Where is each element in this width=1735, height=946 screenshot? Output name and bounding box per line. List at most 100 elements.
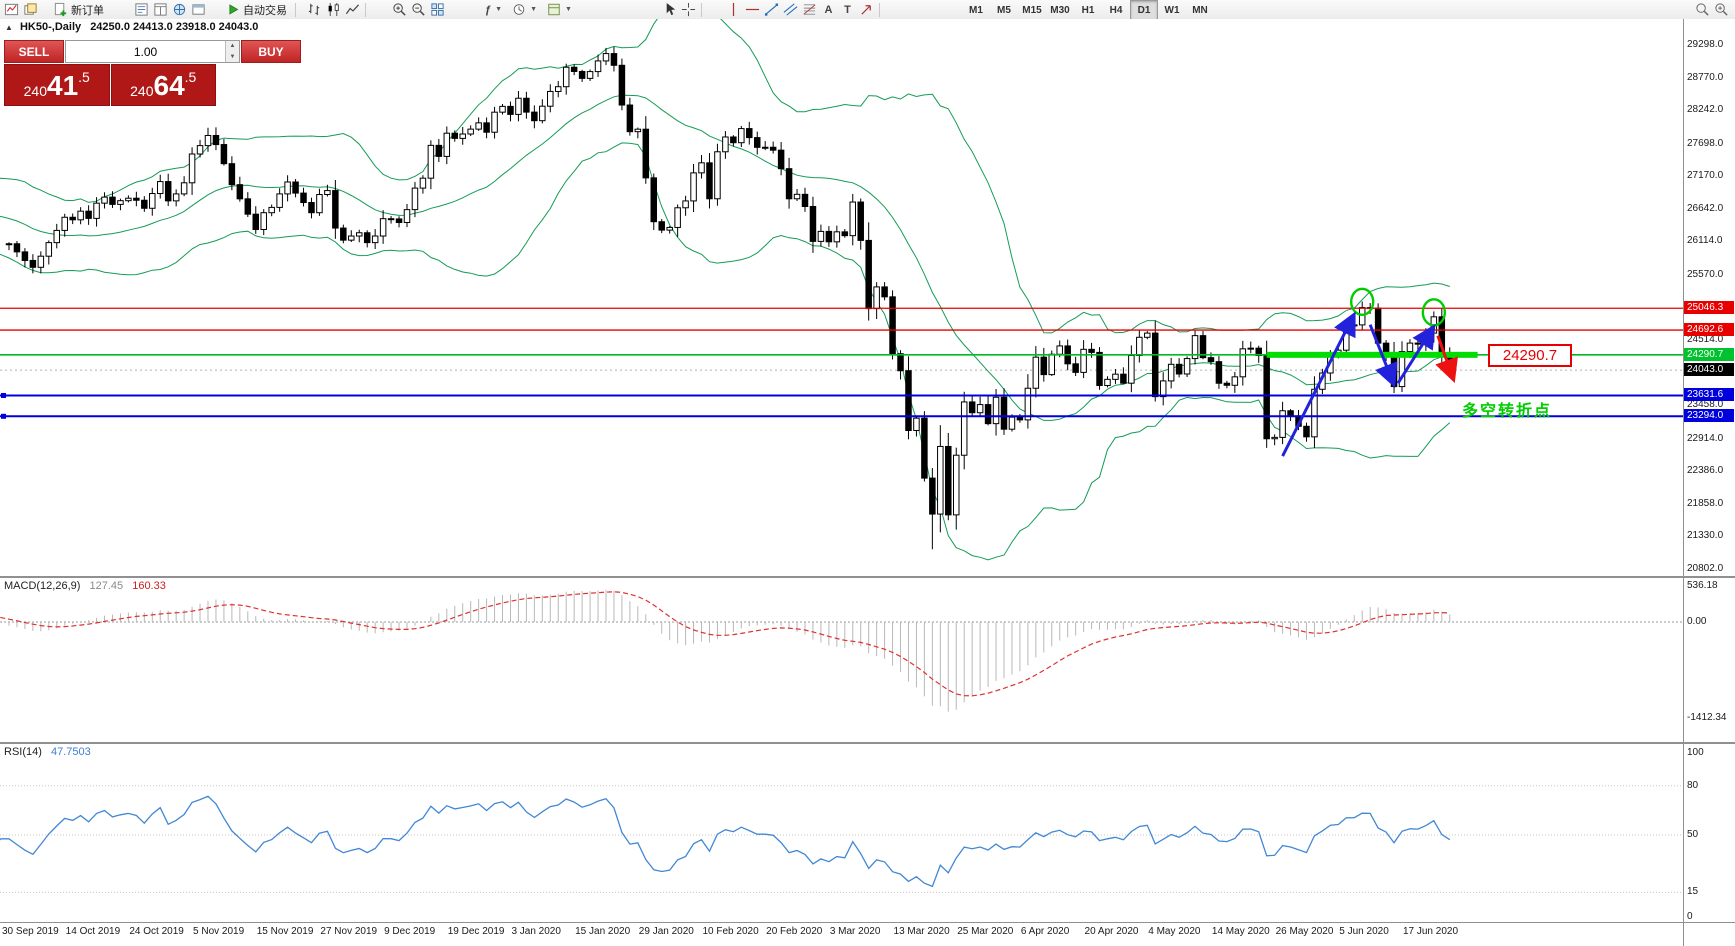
chart-canvas[interactable] xyxy=(0,19,1735,946)
bar-chart-icon[interactable] xyxy=(305,1,324,18)
sell-price-panel[interactable]: 240 41 .5 xyxy=(4,64,110,106)
candle-body xyxy=(1016,416,1024,421)
chevron-down-icon: ▼ xyxy=(495,6,503,13)
tf-button-mn[interactable]: MN xyxy=(1192,4,1208,16)
cursor-icon[interactable] xyxy=(660,1,679,18)
tf-button-m30[interactable]: M30 xyxy=(1050,4,1070,16)
templates-button[interactable]: ▼ xyxy=(542,1,577,18)
candlestick-chart-icon[interactable] xyxy=(324,1,343,18)
collapse-trade-panel-icon[interactable]: ▲ xyxy=(5,23,13,32)
horizontal-line-icon[interactable] xyxy=(743,1,762,18)
market-watch-icon[interactable] xyxy=(132,1,151,18)
drawing-toolbar-group: A T xyxy=(724,0,883,19)
candle-body xyxy=(515,97,522,115)
candle-body xyxy=(952,454,960,516)
tf-button-m15[interactable]: M15 xyxy=(1022,4,1042,16)
periods-button[interactable]: ▼ xyxy=(507,1,542,18)
indicators-button[interactable]: ƒ ▼ xyxy=(480,1,507,18)
tf-button-m5[interactable]: M5 xyxy=(997,4,1011,16)
rsi-value: 47.7503 xyxy=(50,746,91,758)
data-window-icon[interactable] xyxy=(151,1,170,18)
line-chart-icon[interactable] xyxy=(343,1,362,18)
autotrading-button[interactable]: 自动交易 xyxy=(222,1,292,18)
candle-body xyxy=(1175,363,1183,375)
candle-body xyxy=(945,445,952,516)
tf-button-h1[interactable]: H1 xyxy=(1081,4,1095,16)
candle-body xyxy=(427,144,435,179)
zoom-in-icon[interactable] xyxy=(390,1,409,18)
candle-body xyxy=(841,231,849,237)
tile-windows-icon[interactable] xyxy=(428,1,447,18)
buy-price-panel[interactable]: 240 64 .5 xyxy=(110,64,216,106)
clock-icon xyxy=(512,1,526,18)
chart-shift-icon[interactable] xyxy=(1712,1,1731,18)
crosshair-icon[interactable] xyxy=(679,1,698,18)
timeframe-toolbar: M1 M5 M15 M30 H1 H4 D1 W1 MN xyxy=(962,0,1214,20)
panel-separator-main-macd[interactable] xyxy=(0,576,1735,578)
toolbar-right-group xyxy=(1693,0,1731,19)
chart-area[interactable]: ▲ HK50-,Daily 24250.0 24413.0 23918.0 24… xyxy=(0,19,1735,946)
candle-body xyxy=(722,136,729,153)
volume-input[interactable] xyxy=(66,41,225,62)
candle-body xyxy=(475,122,482,130)
candle-body xyxy=(459,133,466,139)
profiles-icon[interactable] xyxy=(21,1,40,18)
rsi-line xyxy=(0,795,1451,888)
sell-button[interactable]: SELL xyxy=(4,40,64,63)
panel-separator-macd-rsi[interactable] xyxy=(0,742,1735,744)
candle-body xyxy=(53,229,61,244)
candle-body xyxy=(77,210,84,221)
candle-body xyxy=(666,226,673,231)
candle-body xyxy=(642,128,650,179)
candle-body xyxy=(61,216,68,231)
order-toolbar-group: 新订单 xyxy=(48,0,109,19)
candle-body xyxy=(1112,373,1119,380)
toolbar-separator xyxy=(295,2,296,17)
chart-search-icon[interactable] xyxy=(1693,1,1712,18)
cursor-toolbar-group xyxy=(660,0,705,19)
candle-body xyxy=(825,230,833,243)
candle-body xyxy=(960,401,968,456)
candle-body xyxy=(37,255,45,268)
tf-button-h4[interactable]: H4 xyxy=(1109,4,1123,16)
channel-icon[interactable] xyxy=(781,1,800,18)
candle-body xyxy=(1239,348,1247,378)
macd-panel xyxy=(0,589,1683,712)
volume-down-button[interactable]: ▼ xyxy=(226,51,239,62)
volume-up-button[interactable]: ▲ xyxy=(226,41,239,52)
tf-button-w1[interactable]: W1 xyxy=(1164,4,1180,16)
fibonacci-icon[interactable] xyxy=(800,1,819,18)
candle-body xyxy=(220,144,228,165)
arrows-tool-icon[interactable] xyxy=(857,1,876,18)
candle-body xyxy=(1414,342,1422,345)
toolbar-separator xyxy=(879,2,880,17)
candle-body xyxy=(5,243,13,246)
trendline-icon[interactable] xyxy=(762,1,781,18)
terminal-icon[interactable] xyxy=(189,1,208,18)
text-tool-icon[interactable]: A xyxy=(824,3,833,16)
zoom-out-icon[interactable] xyxy=(409,1,428,18)
candle-body xyxy=(1048,353,1056,376)
vertical-line-icon[interactable] xyxy=(724,1,743,18)
candle-body xyxy=(873,286,880,310)
candle-body xyxy=(1151,332,1159,398)
rsi-name: RSI(14) xyxy=(4,746,42,758)
label-tool-icon[interactable]: T xyxy=(844,3,851,16)
candle-body xyxy=(435,144,443,157)
candle-body xyxy=(833,231,841,243)
new-chart-icon[interactable] xyxy=(2,1,21,18)
candle-body xyxy=(897,353,904,372)
candle-body xyxy=(547,90,554,107)
candle-body xyxy=(1247,347,1255,350)
new-order-button[interactable]: 新订单 xyxy=(48,1,109,18)
navigator-icon[interactable] xyxy=(170,1,189,18)
candle-body xyxy=(570,66,578,72)
tf-button-m1[interactable]: M1 xyxy=(969,4,983,16)
candle-body xyxy=(141,199,148,209)
candle-body xyxy=(1263,354,1270,440)
pivot-annotation-text: 多空转折点 xyxy=(1462,403,1553,420)
candle-body xyxy=(236,184,244,200)
tf-button-d1[interactable]: D1 xyxy=(1130,0,1158,20)
candle-body xyxy=(156,181,164,195)
buy-button[interactable]: BUY xyxy=(241,40,301,63)
